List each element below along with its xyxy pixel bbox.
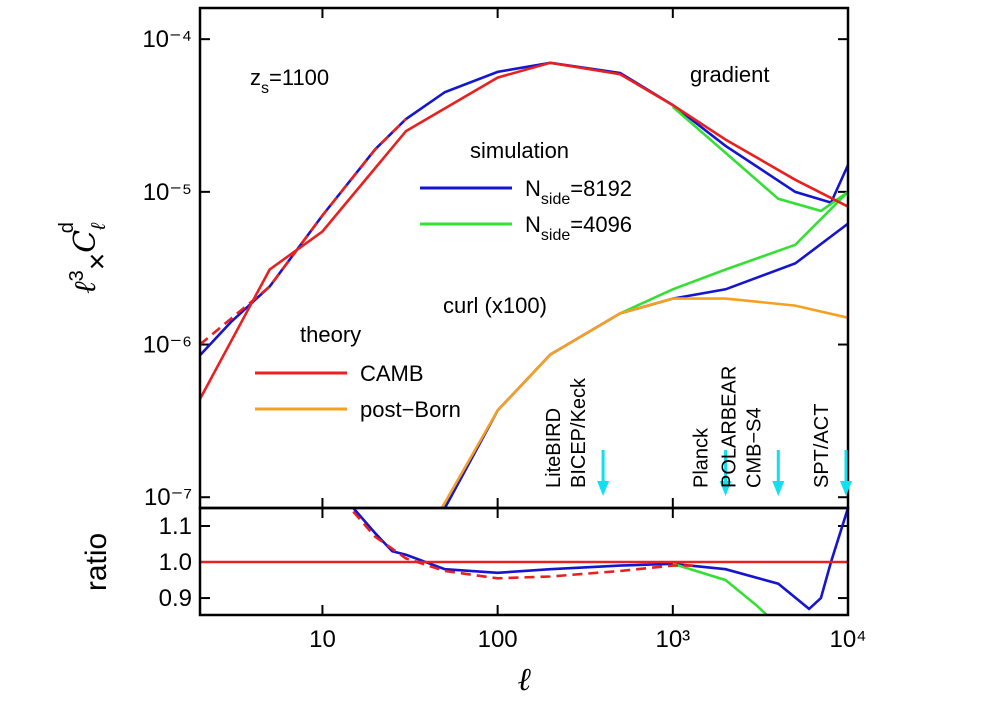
annotation: curl (x100) (443, 293, 547, 318)
marker-label: POLARBEAR (718, 366, 740, 488)
annotation-part: curl (x100) (443, 293, 547, 318)
y-tick-label: 10⁻⁷ (144, 484, 192, 511)
y-axis-label-part: C (68, 230, 103, 253)
legend-label-part: side (541, 191, 570, 208)
x-tick-label: 100 (478, 626, 518, 653)
y-tick-label: 1.0 (159, 549, 192, 576)
series-line (200, 118, 407, 346)
y-axis-label-part: ℓ (88, 222, 110, 231)
legend-label-part: =4096 (570, 212, 632, 237)
series-line (352, 510, 693, 580)
marker-label: CMB−S4 (743, 407, 765, 488)
y-axis-label: ℓ3×Cℓd (56, 222, 114, 294)
plot-area (200, 508, 848, 615)
series-line (352, 508, 848, 611)
legend-label-part: =8192 (570, 176, 632, 201)
marker-label: SPT/ACT (811, 404, 833, 488)
legend-label: post−Born (360, 397, 461, 422)
x-axis-label: ℓ (517, 660, 531, 698)
annotation-part: s (261, 80, 269, 97)
annotation-part: =1100 (269, 65, 329, 90)
plot-area (200, 61, 848, 508)
marker-arrowhead (772, 481, 785, 496)
y-axis-label-part: × (81, 253, 114, 271)
x-tick-label: 10 (309, 626, 336, 653)
legend-label-part: post−Born (360, 397, 461, 422)
legend-label: CAMB (360, 361, 424, 386)
x-tick-label: 10³ (655, 626, 690, 653)
legend-title: theory (300, 322, 361, 347)
legend-label: Nside=8192 (525, 176, 632, 208)
legend-label-part: N (525, 212, 541, 237)
series-line (443, 222, 848, 508)
legend-label-part: N (525, 176, 541, 201)
legend-label-part: CAMB (360, 361, 424, 386)
y-axis-label: ratio (80, 533, 113, 591)
annotation-part: gradient (690, 62, 770, 87)
series-line (619, 190, 848, 315)
series-line (440, 297, 848, 508)
y-axis-label-part: 3 (66, 270, 88, 281)
y-axis-label-part: ℓ (68, 281, 103, 294)
y-tick-label: 10⁻⁶ (143, 332, 192, 359)
marker-arrowhead (719, 481, 732, 496)
y-tick-label: 1.1 (159, 513, 192, 540)
series-line (671, 105, 848, 213)
frame (198, 506, 850, 617)
legend-title: simulation (470, 138, 569, 163)
x-tick-label: 10⁴ (829, 626, 866, 653)
annotation-part: z (250, 65, 261, 90)
marker-arrowhead (597, 481, 610, 496)
y-tick-label: 10⁻⁴ (142, 26, 192, 53)
marker-label: BICEP/Keck (568, 377, 590, 488)
annotation: gradient (690, 62, 770, 87)
marker-label: LiteBIRD (543, 408, 565, 488)
legend-label-part: side (541, 227, 570, 244)
marker-arrowhead (840, 481, 852, 496)
marker-label: Planck (691, 427, 713, 488)
y-tick-label: 10⁻⁵ (143, 179, 192, 206)
series-line (672, 562, 769, 615)
legend-label: Nside=4096 (525, 212, 632, 244)
series-line (200, 61, 848, 400)
y-tick-label: 0.9 (159, 585, 192, 612)
annotation: zs=1100 (250, 65, 329, 97)
y-axis-label-part: d (56, 222, 78, 233)
